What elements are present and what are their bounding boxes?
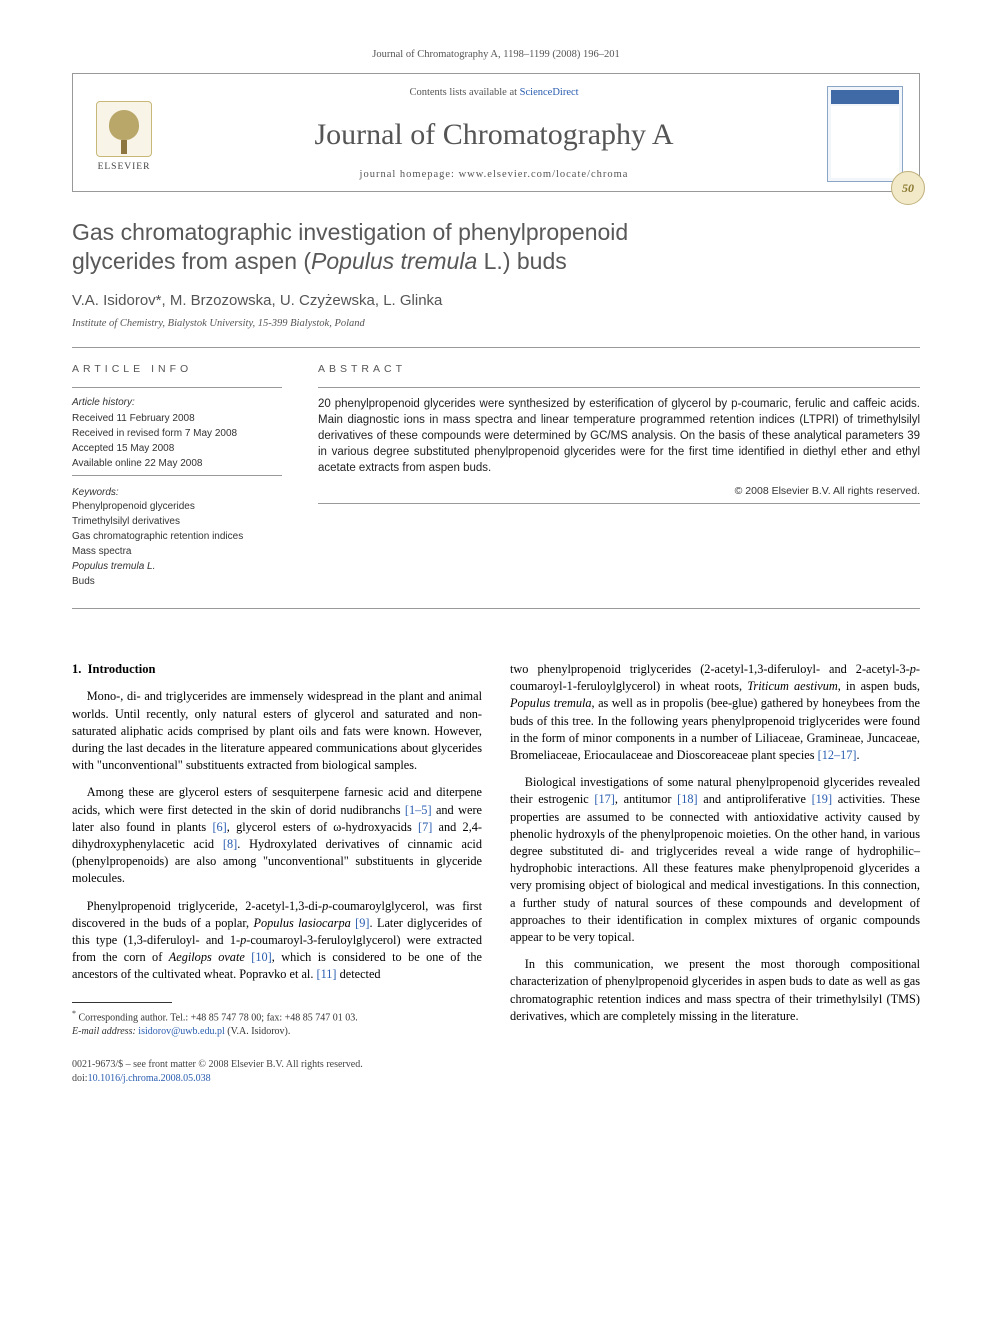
section-heading: 1. Introduction (72, 661, 482, 679)
masthead: ELSEVIER Contents lists available at Sci… (72, 73, 920, 192)
paragraph: two phenylpropenoid triglycerides (2-ace… (510, 661, 920, 764)
citation-link[interactable]: [11] (317, 967, 337, 981)
citation-link[interactable]: [17] (594, 792, 615, 806)
elsevier-tree-icon (96, 101, 152, 157)
copyright-line: © 2008 Elsevier B.V. All rights reserved… (318, 484, 920, 499)
article-info-heading: ARTICLE INFO (72, 362, 282, 377)
journal-cover-thumbnail (827, 86, 903, 182)
paragraph: Mono-, di- and triglycerides are immense… (72, 688, 482, 774)
sciencedirect-link[interactable]: ScienceDirect (520, 87, 579, 98)
affiliation: Institute of Chemistry, Bialystok Univer… (72, 317, 920, 332)
email-link[interactable]: isidorov@uwb.edu.pl (138, 1026, 224, 1037)
history-line: Received 11 February 2008 (72, 412, 282, 426)
paragraph: Biological investigations of some natura… (510, 774, 920, 946)
citation-link[interactable]: [6] (212, 820, 226, 834)
citation-link[interactable]: [18] (677, 792, 698, 806)
contents-prefix: Contents lists available at (409, 87, 519, 98)
article-title: Gas chromatographic investigation of phe… (72, 218, 920, 276)
running-head: Journal of Chromatography A, 1198–1199 (… (72, 48, 920, 63)
article-info-column: ARTICLE INFO Article history: Received 1… (72, 362, 282, 590)
anniversary-badge-icon: 50 (891, 171, 925, 205)
citation-link[interactable]: [8] (223, 837, 237, 851)
citation-link[interactable]: [19] (812, 792, 833, 806)
authors: V.A. Isidorov*, M. Brzozowska, U. Czyżew… (72, 290, 920, 311)
keyword: Mass spectra (72, 545, 282, 559)
journal-name: Journal of Chromatography A (175, 114, 813, 156)
citation-link[interactable]: [10] (251, 950, 272, 964)
abstract-column: ABSTRACT 20 phenylpropenoid glycerides w… (318, 362, 920, 590)
doi-link[interactable]: 10.1016/j.chroma.2008.05.038 (88, 1073, 211, 1084)
journal-homepage: journal homepage: www.elsevier.com/locat… (175, 168, 813, 183)
contents-available-line: Contents lists available at ScienceDirec… (175, 86, 813, 101)
paragraph: Phenylpropenoid triglyceride, 2-acetyl-1… (72, 898, 482, 984)
footnote-rule (72, 1002, 172, 1003)
keyword: Populus tremula L. (72, 560, 282, 574)
publisher-name: ELSEVIER (98, 161, 151, 174)
citation-link[interactable]: [12–17] (818, 748, 857, 762)
footer-meta: 0021-9673/$ – see front matter © 2008 El… (72, 1058, 920, 1086)
history-line: Available online 22 May 2008 (72, 457, 282, 471)
page: Journal of Chromatography A, 1198–1199 (… (0, 0, 992, 1126)
issn-line: 0021-9673/$ – see front matter © 2008 El… (72, 1058, 920, 1072)
citation-link[interactable]: [9] (355, 916, 369, 930)
citation-link[interactable]: [7] (418, 820, 432, 834)
keywords-label: Keywords: (72, 486, 282, 500)
keyword: Phenylpropenoid glycerides (72, 500, 282, 514)
keyword: Buds (72, 575, 282, 589)
citation-link[interactable]: [1–5] (405, 803, 432, 817)
keyword: Gas chromatographic retention indices (72, 530, 282, 544)
body-columns: 1. Introduction Mono-, di- and triglycer… (72, 661, 920, 1038)
divider (72, 347, 920, 348)
history-line: Accepted 15 May 2008 (72, 442, 282, 456)
body-column-right: two phenylpropenoid triglycerides (2-ace… (510, 661, 920, 1038)
corresponding-author-footnote: * Corresponding author. Tel.: +48 85 747… (72, 1009, 482, 1038)
history-label: Article history: (72, 396, 282, 410)
history-line: Received in revised form 7 May 2008 (72, 427, 282, 441)
keyword: Trimethylsilyl derivatives (72, 515, 282, 529)
paragraph: In this communication, we present the mo… (510, 956, 920, 1025)
paragraph: Among these are glycerol esters of sesqu… (72, 784, 482, 887)
divider (72, 608, 920, 609)
publisher-logo: ELSEVIER (89, 94, 159, 174)
abstract-text: 20 phenylpropenoid glycerides were synth… (318, 396, 920, 476)
body-column-left: 1. Introduction Mono-, di- and triglycer… (72, 661, 482, 1038)
abstract-heading: ABSTRACT (318, 362, 920, 377)
